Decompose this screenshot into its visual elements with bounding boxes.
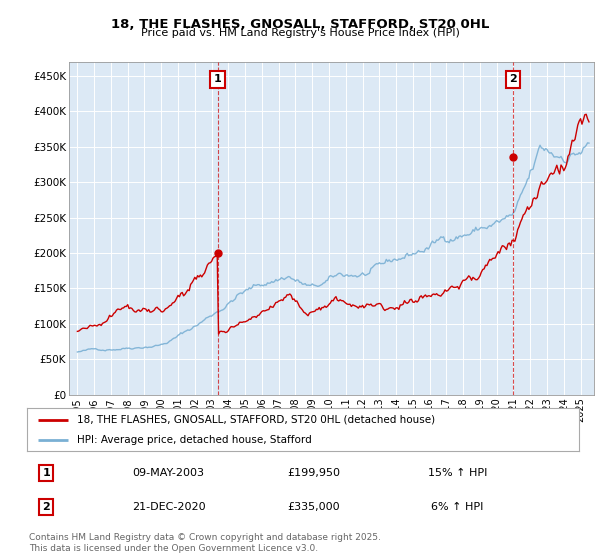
Text: 09-MAY-2003: 09-MAY-2003 (132, 468, 204, 478)
Text: 2: 2 (509, 74, 517, 85)
Text: 18, THE FLASHES, GNOSALL, STAFFORD, ST20 0HL (detached house): 18, THE FLASHES, GNOSALL, STAFFORD, ST20… (77, 415, 435, 424)
Text: 1: 1 (214, 74, 221, 85)
Text: Price paid vs. HM Land Registry's House Price Index (HPI): Price paid vs. HM Land Registry's House … (140, 28, 460, 38)
Text: £335,000: £335,000 (288, 502, 340, 512)
Text: 15% ↑ HPI: 15% ↑ HPI (428, 468, 487, 478)
Text: £199,950: £199,950 (287, 468, 341, 478)
Text: 21-DEC-2020: 21-DEC-2020 (132, 502, 206, 512)
Text: 6% ↑ HPI: 6% ↑ HPI (431, 502, 484, 512)
Text: 18, THE FLASHES, GNOSALL, STAFFORD, ST20 0HL: 18, THE FLASHES, GNOSALL, STAFFORD, ST20… (111, 18, 489, 31)
Text: 1: 1 (43, 468, 50, 478)
Text: HPI: Average price, detached house, Stafford: HPI: Average price, detached house, Staf… (77, 435, 311, 445)
Text: 2: 2 (43, 502, 50, 512)
Text: Contains HM Land Registry data © Crown copyright and database right 2025.
This d: Contains HM Land Registry data © Crown c… (29, 533, 380, 553)
